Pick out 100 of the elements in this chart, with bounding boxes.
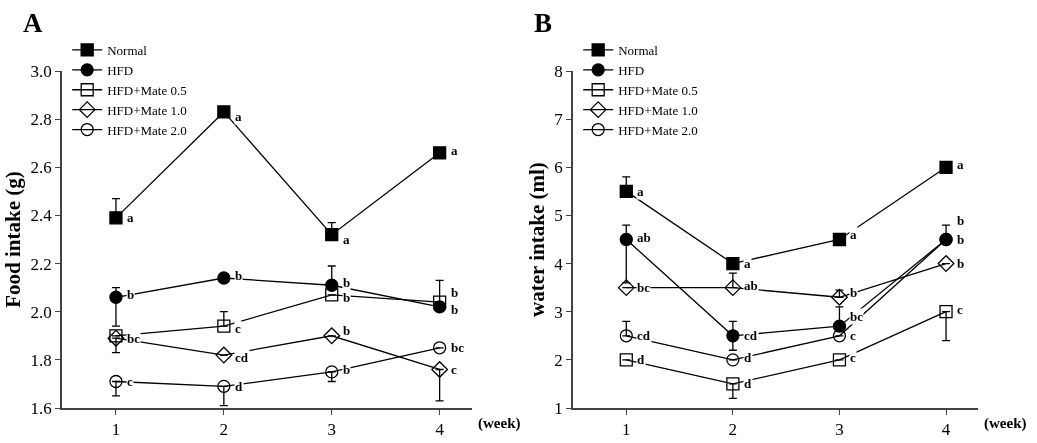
annotation: b — [343, 362, 351, 377]
annotation: bc — [637, 280, 651, 295]
point — [107, 329, 125, 347]
annotation: c — [957, 302, 963, 317]
annotation: a — [957, 157, 964, 172]
point — [724, 279, 742, 297]
annotation: ab — [744, 278, 758, 293]
annotation: a — [451, 143, 458, 158]
y-tick-label: 4 — [554, 254, 564, 274]
x-tick-label: 4 — [941, 420, 951, 440]
point — [215, 346, 233, 364]
point — [217, 379, 231, 393]
annotation: b — [235, 268, 243, 283]
x-tick-label: 3 — [835, 420, 844, 440]
y-tick-label: 8 — [554, 61, 563, 81]
legend-label: HFD — [107, 62, 134, 78]
y-tick-label: 1.6 — [30, 398, 52, 418]
point — [619, 353, 633, 367]
y-tick-label: 6 — [554, 158, 563, 178]
annotation: a — [343, 232, 350, 247]
point — [217, 319, 231, 333]
annotation: c — [127, 374, 133, 389]
legend-label: Normal — [107, 43, 148, 59]
annotation: b — [343, 290, 351, 305]
annotation: bc — [127, 331, 141, 346]
point — [832, 329, 847, 343]
annotation: b — [850, 285, 858, 300]
annotation: cd — [744, 328, 758, 343]
annotation: c — [451, 362, 457, 377]
annotation: d — [235, 379, 243, 394]
point — [939, 305, 953, 319]
y-tick-label: 5 — [554, 206, 563, 226]
x-tick-label: 1 — [111, 420, 121, 440]
point — [619, 184, 633, 199]
legend-label: HFD+Mate 2.0 — [618, 122, 698, 138]
point — [726, 353, 740, 367]
annotation: d — [637, 352, 645, 367]
annotation: bc — [451, 340, 465, 355]
point — [217, 271, 231, 285]
legend-label: HFD — [618, 62, 645, 78]
point — [325, 365, 339, 379]
point — [619, 232, 633, 247]
point — [325, 228, 339, 242]
point — [939, 160, 953, 174]
annotation: cd — [235, 350, 249, 365]
annotation: a — [127, 210, 134, 225]
point — [832, 232, 847, 247]
point — [831, 288, 848, 306]
legend-label: HFD+Mate 0.5 — [618, 82, 698, 98]
point — [937, 255, 955, 273]
y-tick-label: 2.6 — [30, 158, 52, 178]
legend-label: Normal — [618, 43, 659, 59]
y-tick-label: 2.8 — [30, 110, 52, 130]
point — [432, 146, 447, 160]
annotation: c — [850, 350, 856, 365]
y-tick-label: 2.0 — [30, 302, 52, 322]
y-tick-label: 7 — [554, 110, 564, 130]
point — [432, 341, 447, 355]
point — [431, 361, 449, 378]
annotation: b — [451, 285, 459, 300]
point — [325, 288, 339, 302]
x-axis-title: (week) — [984, 415, 1027, 432]
point — [726, 329, 740, 343]
point — [109, 290, 123, 304]
x-tick-label: 2 — [728, 420, 738, 440]
y-tick-label: 1 — [554, 398, 563, 418]
point — [617, 279, 635, 297]
point — [109, 211, 123, 225]
legend-label: HFD+Mate 1.0 — [618, 102, 698, 118]
annotation: c — [235, 321, 241, 336]
annotation: b — [451, 302, 459, 317]
annotation: b — [957, 213, 965, 228]
annotation: d — [744, 350, 752, 365]
point — [323, 327, 341, 345]
annotation: c — [850, 328, 856, 343]
x-tick-label: 4 — [435, 420, 445, 440]
legend-label: HFD+Mate 1.0 — [107, 102, 187, 118]
y-axis-title: water intake (ml) — [525, 162, 549, 317]
annotation: a — [235, 109, 242, 124]
point — [109, 374, 123, 389]
annotation: b — [957, 232, 965, 247]
point — [726, 377, 740, 391]
annotation: a — [637, 184, 644, 199]
point — [726, 256, 740, 271]
y-tick-label: 3.0 — [30, 61, 52, 81]
annotation: b — [343, 323, 351, 338]
point — [432, 295, 447, 309]
point — [619, 329, 633, 343]
legend-label: HFD+Mate 2.0 — [107, 122, 187, 138]
y-tick-label: 1.8 — [30, 350, 52, 370]
annotation: a — [744, 256, 751, 271]
annotation: d — [744, 376, 752, 391]
chart-title: A — [23, 8, 43, 38]
point — [217, 105, 231, 119]
annotation: a — [850, 227, 857, 242]
y-tick-label: 3 — [554, 302, 563, 322]
x-axis-title: (week) — [478, 415, 521, 432]
point — [832, 319, 847, 333]
annotation: b — [127, 287, 135, 302]
annotation: ab — [637, 230, 651, 245]
